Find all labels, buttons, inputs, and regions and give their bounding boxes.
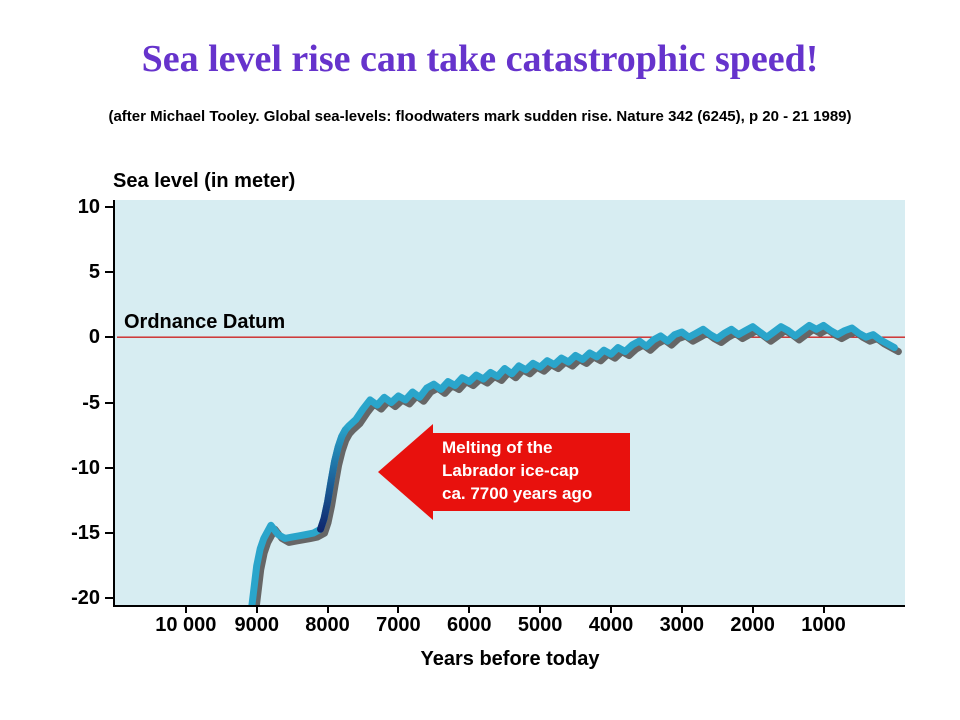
y-axis-tick-mark — [105, 401, 113, 404]
y-axis-tick-label: 10 — [77, 195, 100, 218]
y-axis-tick-label: -20 — [71, 587, 100, 610]
y-axis-tick-mark — [105, 532, 113, 535]
y-axis-line — [113, 200, 115, 607]
x-axis-tick-mark — [609, 607, 612, 613]
x-axis-tick-label: 10 000 — [155, 614, 217, 636]
x-axis-tick-label: 7000 — [376, 614, 421, 636]
ordnance-datum-label: Ordnance Datum — [124, 311, 286, 333]
y-axis-tick-mark — [105, 205, 113, 208]
y-axis-tick-label: 0 — [88, 326, 100, 349]
x-axis-title: Years before today — [420, 648, 600, 670]
y-axis-tick-mark — [105, 270, 113, 273]
annotation-line-3: ca. 7700 years ago — [442, 484, 593, 503]
y-axis-tick-label: 5 — [88, 260, 100, 283]
x-axis-tick-mark — [751, 607, 754, 613]
x-axis-tick-mark — [184, 607, 187, 613]
x-axis-tick-mark — [539, 607, 542, 613]
y-axis-tick-mark — [105, 597, 113, 600]
y-axis-tick-mark — [105, 466, 113, 469]
x-axis-tick-label: 1000 — [801, 614, 846, 636]
x-axis-tick-label: 6000 — [447, 614, 492, 636]
x-axis-tick-mark — [397, 607, 400, 613]
x-axis-tick-mark — [468, 607, 471, 613]
x-axis-tick-mark — [822, 607, 825, 613]
x-axis-tick-mark — [680, 607, 683, 613]
y-axis-title: Sea level (in meter) — [113, 170, 296, 192]
x-axis-tick-label: 8000 — [305, 614, 350, 636]
x-axis-tick-label: 2000 — [730, 614, 775, 636]
melting-annotation-text: Melting of the Labrador ice-cap ca. 7700… — [442, 436, 592, 505]
x-axis-line — [113, 605, 905, 607]
x-axis-tick-label: 4000 — [588, 614, 634, 636]
annotation-line-1: Melting of the — [442, 438, 553, 457]
y-axis-tick-label: -5 — [82, 391, 100, 414]
y-axis-tick-mark — [105, 336, 113, 339]
x-axis-tick-label: 3000 — [659, 614, 705, 636]
annotation-line-2: Labrador ice-cap — [442, 461, 579, 480]
x-axis-tick-label: 9000 — [234, 614, 279, 636]
chart-plot-area — [115, 200, 905, 605]
y-axis-tick-label: -10 — [71, 456, 100, 479]
slide-title: Sea level rise can take catastrophic spe… — [141, 38, 819, 80]
x-axis-tick-label: 5000 — [517, 614, 563, 636]
y-axis-tick-label: -15 — [71, 522, 100, 545]
x-axis-tick-mark — [326, 607, 329, 613]
x-axis-tick-mark — [255, 607, 258, 613]
slide-subtitle: (after Michael Tooley. Global sea-levels… — [108, 108, 852, 125]
